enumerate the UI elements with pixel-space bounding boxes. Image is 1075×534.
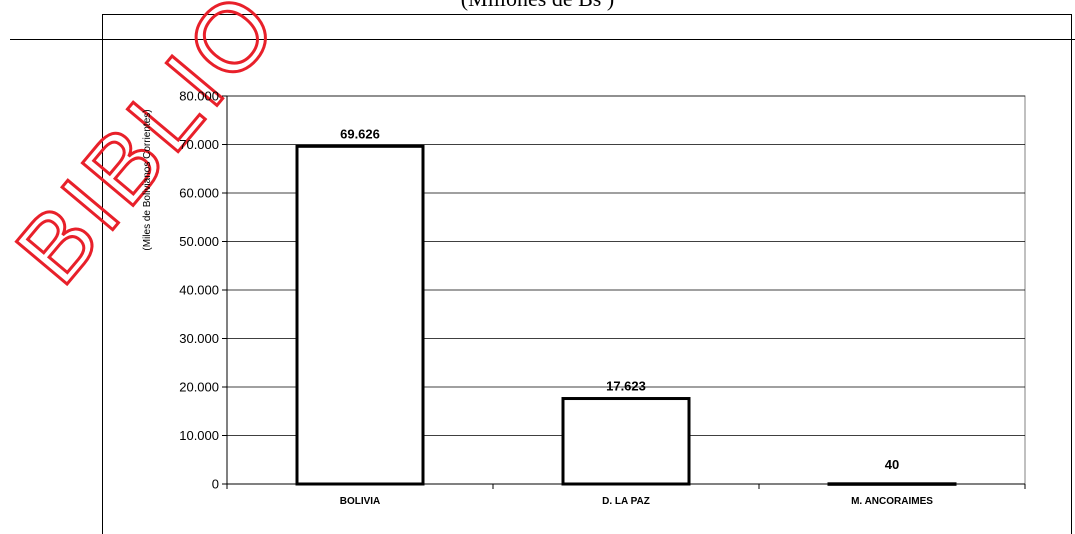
y-tick-label: 30.000 <box>179 331 219 346</box>
x-category-label: M. ANCORAIMES <box>851 496 933 507</box>
y-tick-label: 70.000 <box>179 137 219 152</box>
header-rule <box>10 39 1075 40</box>
bar-chart: 0 10.000 20.000 30.000 40.000 50.000 60.000 70.… <box>142 89 1026 507</box>
y-axis-title: (Miles de Bolivianos Corrientes) <box>142 109 153 250</box>
x-category-label: BOLIVIA <box>340 496 381 507</box>
y-tick-label: 20.000 <box>179 380 219 395</box>
chart-frame <box>102 14 1072 534</box>
y-tick-label: 10.000 <box>179 428 219 443</box>
data-label: 40 <box>885 457 899 472</box>
y-tick-label: 0 <box>212 477 219 492</box>
y-tick-label: 50.000 <box>179 234 219 249</box>
data-label: 69.626 <box>340 126 380 141</box>
y-tick-label: 40.000 <box>179 283 219 298</box>
page-title: (Millones de Bs ) <box>0 0 1075 12</box>
bar <box>561 397 691 486</box>
bar <box>827 482 957 486</box>
bar <box>295 144 425 486</box>
x-category-label: D. LA PAZ <box>602 496 650 507</box>
y-tick-label: 80.000 <box>179 89 219 104</box>
data-label: 17.623 <box>606 379 646 394</box>
y-tick-label: 60.000 <box>179 186 219 201</box>
